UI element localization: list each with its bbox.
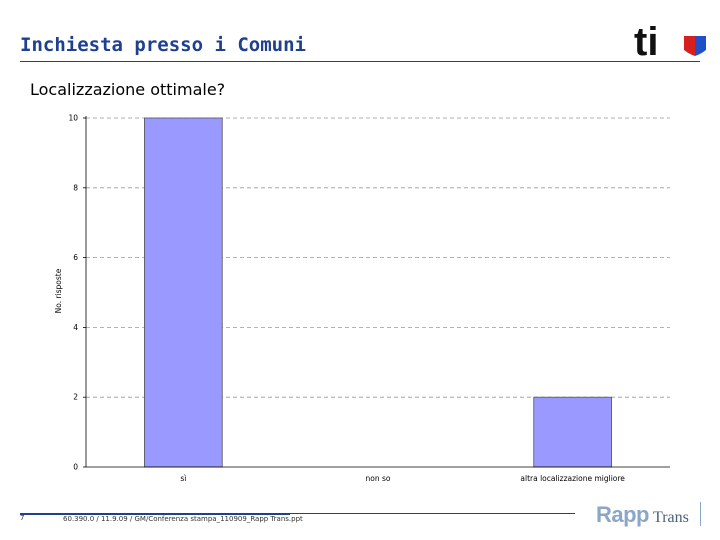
footer-file-info: 60.390.0 / 11.9.09 / GM/Conferenza stamp… [63, 515, 303, 523]
bar-chart: 0 2 4 6 8 10 sì non so altra localizzazione migl… [54, 114, 670, 483]
title-divider [20, 61, 700, 62]
slide-title: Inchiesta presso i Comuni [20, 34, 306, 56]
y-tick-label: 8 [73, 183, 78, 192]
x-tick-label: non so [366, 474, 391, 483]
rapp-trans-logo: Rapp Trans [596, 502, 689, 528]
y-tick-label: 6 [73, 253, 78, 262]
logo-trans-text: Trans [653, 509, 689, 526]
footer-divider [20, 513, 290, 515]
bar-2 [533, 396, 613, 468]
y-tick-label: 2 [73, 393, 78, 402]
shield-red-half [684, 36, 695, 56]
y-axis-label: No. risposte [54, 268, 63, 313]
shield-blue-half [695, 36, 706, 56]
chart-title: Localizzazione ottimale? [30, 80, 226, 99]
y-tick-label: 4 [73, 323, 78, 332]
x-tick-label: altra localizzazione migliore [520, 474, 625, 483]
x-tick-label: sì [180, 474, 186, 483]
footer-divider-thin [290, 513, 575, 514]
ticino-logo-icon: ti [634, 22, 706, 62]
logo-separator [700, 502, 701, 526]
page-number: 7 [20, 514, 25, 522]
bar-0 [144, 117, 223, 468]
logo-ti-text: ti [634, 22, 658, 62]
y-tick-label: 10 [68, 114, 78, 123]
logo-rapp-text: Rapp [596, 502, 650, 527]
y-tick-label: 0 [73, 463, 78, 472]
